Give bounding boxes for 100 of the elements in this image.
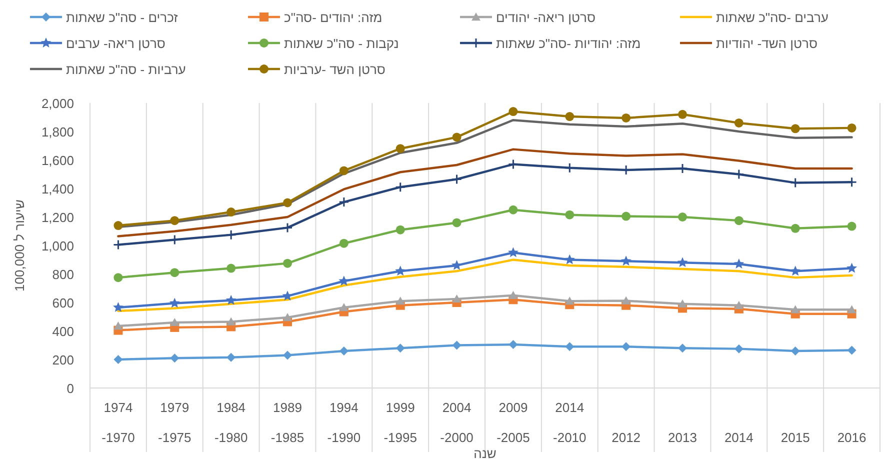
point <box>169 298 180 308</box>
point <box>114 322 123 330</box>
point <box>734 118 744 128</box>
point <box>847 305 856 314</box>
y-tick-label: 200 <box>52 352 74 368</box>
point <box>565 296 574 305</box>
point <box>508 107 518 116</box>
point <box>734 169 744 180</box>
point <box>282 222 293 233</box>
point <box>734 258 744 268</box>
point <box>790 124 800 134</box>
point <box>452 218 462 228</box>
legend-label: מזה: יהודים -סה"כ <box>284 10 382 25</box>
point <box>170 216 180 226</box>
point <box>396 344 405 353</box>
y-tick-label: 1,000 <box>41 238 74 254</box>
legend-label: נקבות - סה"כ שאתות <box>284 36 399 51</box>
point <box>283 350 292 360</box>
point <box>678 299 687 308</box>
point <box>395 182 406 192</box>
point <box>678 212 687 222</box>
point <box>734 300 744 309</box>
point <box>622 113 631 122</box>
point <box>452 132 462 142</box>
point <box>847 346 856 355</box>
point <box>338 276 350 286</box>
x-tick-label: 1979 -1975 <box>158 400 192 445</box>
point <box>338 196 350 208</box>
point <box>452 294 462 303</box>
point <box>396 225 405 234</box>
y-tick-label: 1,200 <box>41 210 74 225</box>
point <box>846 262 858 273</box>
y-tick-label: 600 <box>52 296 74 310</box>
point <box>790 346 800 356</box>
line-series <box>117 148 853 238</box>
point <box>226 208 236 217</box>
point <box>170 268 180 278</box>
point <box>508 290 518 299</box>
point <box>790 266 801 276</box>
point <box>565 342 574 352</box>
point <box>283 312 292 322</box>
legend-label: ערביות - סה"כ שאתות <box>66 62 186 77</box>
point <box>565 210 574 220</box>
legend-label: סרטן השד -ערביות <box>284 62 386 77</box>
y-tick-label: 1,400 <box>41 182 74 196</box>
point <box>565 112 574 122</box>
point <box>114 355 123 364</box>
legend-label: זכרים - סה"כ שאתות <box>66 10 179 25</box>
point <box>452 340 462 350</box>
point <box>170 318 180 326</box>
point <box>226 317 236 326</box>
legend-label: מזה: יהודיות -סה"כ שאתות <box>496 36 641 51</box>
y-tick-label: 1,600 <box>41 153 74 168</box>
point <box>508 340 518 350</box>
point <box>678 110 687 119</box>
point <box>790 224 800 233</box>
x-tick-label: 1999 -1995 <box>384 400 417 445</box>
x-axis-title: שנה <box>474 446 496 459</box>
x-tick-label: 1974 -1970 <box>102 400 135 445</box>
point <box>622 296 631 304</box>
point <box>395 266 406 276</box>
x-tick-label: 2014 <box>724 430 754 445</box>
x-tick-label: 2004 -2000 <box>440 400 474 445</box>
point <box>620 256 632 266</box>
point <box>226 264 236 273</box>
point <box>396 144 405 154</box>
legend-label: סרטן ריאה- ערבים <box>66 36 166 51</box>
point <box>114 273 123 282</box>
x-tick-label: 1984 -1980 <box>214 400 248 445</box>
point <box>622 212 631 221</box>
point <box>396 296 405 305</box>
x-tick-label: 2009 -2005 <box>496 400 530 445</box>
point <box>226 294 236 305</box>
point <box>112 302 124 312</box>
point <box>847 123 856 132</box>
y-tick-label: 800 <box>52 267 74 282</box>
point <box>508 205 518 214</box>
point <box>452 174 462 184</box>
legend-label: סרטן ריאה- יהודים <box>496 10 596 25</box>
point <box>170 354 180 363</box>
point <box>508 247 518 258</box>
legend-label: ערבים -סה"כ שאתות <box>716 10 828 25</box>
point <box>734 344 744 354</box>
x-tick-label: 2012 <box>612 430 641 445</box>
point <box>677 257 688 268</box>
point <box>734 216 744 226</box>
y-tick-label: 2,000 <box>41 96 74 111</box>
y-tick-label: 0 <box>66 381 74 396</box>
x-tick-label: 2016 <box>837 430 866 445</box>
y-tick-label: 1,800 <box>41 124 74 140</box>
x-tick-label: 2014 -2010 <box>553 400 586 445</box>
point <box>678 344 687 353</box>
x-tick-label: 2015 <box>780 430 810 445</box>
point <box>283 198 292 208</box>
x-tick-label: 1989 -1985 <box>270 400 304 445</box>
point <box>283 258 292 268</box>
y-axis-title: שיעור ל 100,000 <box>12 200 27 292</box>
point <box>339 346 348 356</box>
x-tick-label: 2013 <box>668 430 697 445</box>
point <box>622 342 631 352</box>
